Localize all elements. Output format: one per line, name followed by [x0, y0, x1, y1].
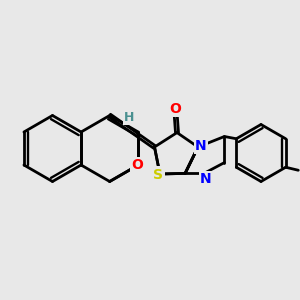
Text: S: S: [153, 168, 164, 182]
Text: N: N: [195, 139, 207, 152]
Text: H: H: [124, 111, 134, 124]
Text: O: O: [131, 158, 143, 172]
Text: N: N: [200, 172, 211, 186]
Text: O: O: [169, 102, 181, 116]
